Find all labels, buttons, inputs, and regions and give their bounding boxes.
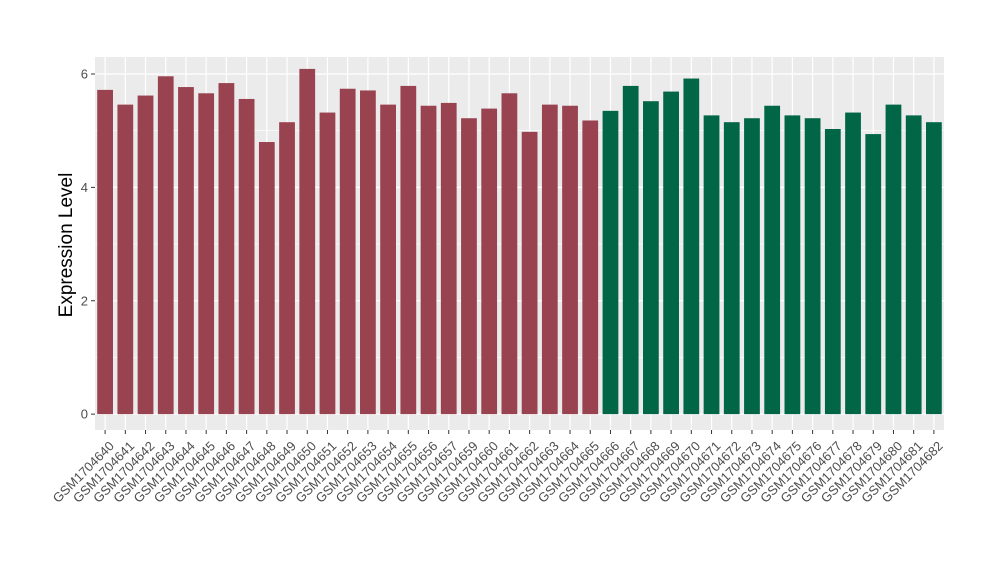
- bar: [420, 105, 437, 415]
- bar: [764, 105, 781, 415]
- bar: [663, 91, 679, 415]
- y-tick-label: 4: [81, 180, 88, 195]
- bar: [360, 90, 376, 415]
- bar: [137, 95, 154, 415]
- y-axis-title: Expression Level: [56, 173, 77, 318]
- bar: [804, 118, 821, 415]
- bar: [258, 142, 275, 415]
- bar: [461, 118, 477, 415]
- bar: [178, 87, 194, 415]
- y-axis: 0 2 4 6: [81, 67, 95, 422]
- bar: [562, 105, 578, 415]
- bar: [784, 115, 801, 415]
- bar: [926, 122, 942, 415]
- bar: [643, 101, 659, 415]
- bar: [279, 122, 295, 415]
- bar: [582, 120, 599, 415]
- plot-panel: [95, 57, 944, 430]
- bar: [238, 98, 255, 415]
- y-tick-label: 0: [81, 407, 88, 422]
- bar: [723, 122, 740, 415]
- bar: [481, 108, 498, 415]
- bar: [744, 118, 760, 415]
- bar: [905, 115, 922, 415]
- bar: [602, 110, 619, 415]
- bar: [703, 115, 720, 415]
- x-axis: GSM1704640GSM1704641GSM1704642GSM1704643…: [50, 430, 946, 506]
- bar: [218, 83, 235, 415]
- bar: [440, 102, 457, 415]
- bar: [501, 93, 518, 415]
- y-tick-label: 2: [81, 293, 88, 308]
- bar: [683, 78, 700, 415]
- bar: [885, 104, 902, 415]
- bar: [521, 131, 538, 415]
- bar: [380, 104, 396, 415]
- bar: [299, 68, 316, 415]
- bar: [845, 112, 861, 415]
- bar: [157, 76, 174, 415]
- bar: [865, 134, 882, 415]
- bar: [339, 88, 356, 415]
- bar: [622, 85, 639, 415]
- bar: [824, 128, 841, 415]
- bar: [400, 85, 417, 415]
- bar: [319, 112, 336, 415]
- bar: [117, 104, 134, 415]
- bar: [541, 104, 558, 415]
- y-tick-label: 6: [81, 67, 88, 82]
- bars-layer: [97, 68, 942, 415]
- bar: [97, 89, 113, 415]
- bar: [198, 93, 215, 415]
